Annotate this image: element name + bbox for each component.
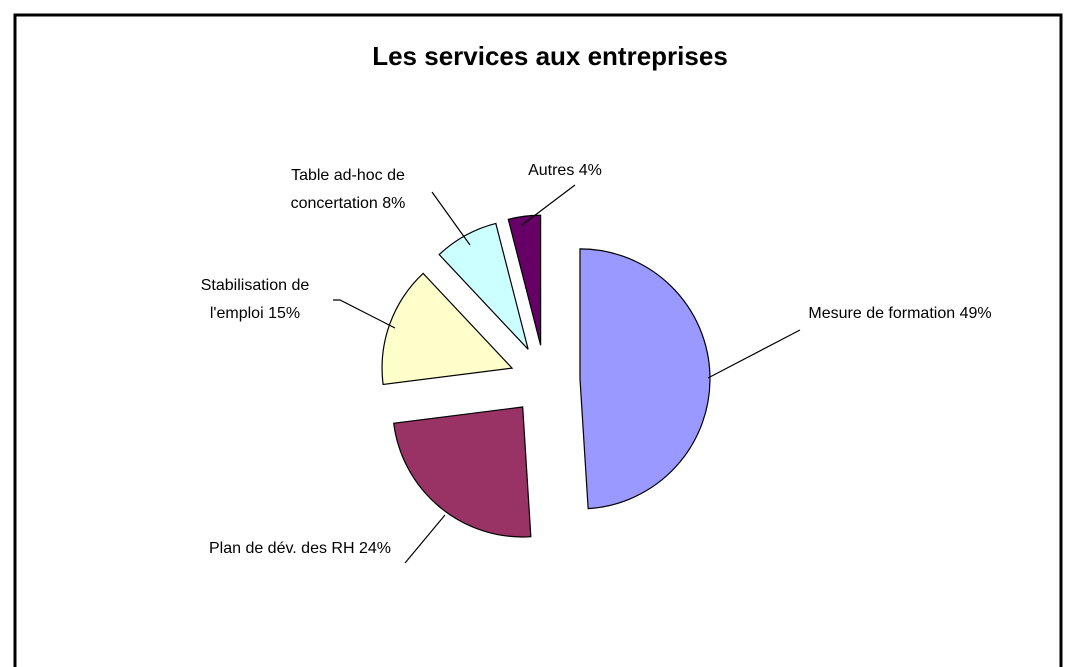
category-label: Autres xyxy=(528,162,575,179)
category-label: Stabilisation de l'emploi xyxy=(200,277,310,322)
chart-title: Les services aux entreprises xyxy=(372,41,728,71)
chart-frame xyxy=(13,13,1063,667)
slice-label: Mesure de formation 49% xyxy=(795,300,1005,328)
category-label: Table ad-hoc de concertation xyxy=(290,167,405,212)
slice-label: Table ad-hoc de concertation 8% xyxy=(263,162,433,218)
value-label: 4% xyxy=(578,162,602,179)
category-label: Plan de dév. des RH xyxy=(208,540,355,557)
value-label: 8% xyxy=(382,195,406,212)
slice-label: Stabilisation de l'emploi 15% xyxy=(175,272,335,328)
value-label: 15% xyxy=(268,305,301,322)
leader-line xyxy=(521,184,576,226)
pie-slice xyxy=(438,222,529,350)
leader-line xyxy=(333,299,396,329)
leader-line xyxy=(431,191,471,246)
pie-slice xyxy=(393,406,532,538)
value-label: 49% xyxy=(959,305,992,322)
leader-line xyxy=(404,514,446,564)
pie-slice xyxy=(579,248,711,510)
slice-label: Autres 4% xyxy=(505,157,625,185)
pie-slice xyxy=(507,214,542,346)
pie-slice xyxy=(381,272,514,386)
value-label: 24% xyxy=(358,540,392,557)
slice-label: Plan de dév. des RH 24% xyxy=(200,535,400,563)
category-label: Mesure de formation xyxy=(808,305,956,322)
leader-line xyxy=(707,329,801,379)
